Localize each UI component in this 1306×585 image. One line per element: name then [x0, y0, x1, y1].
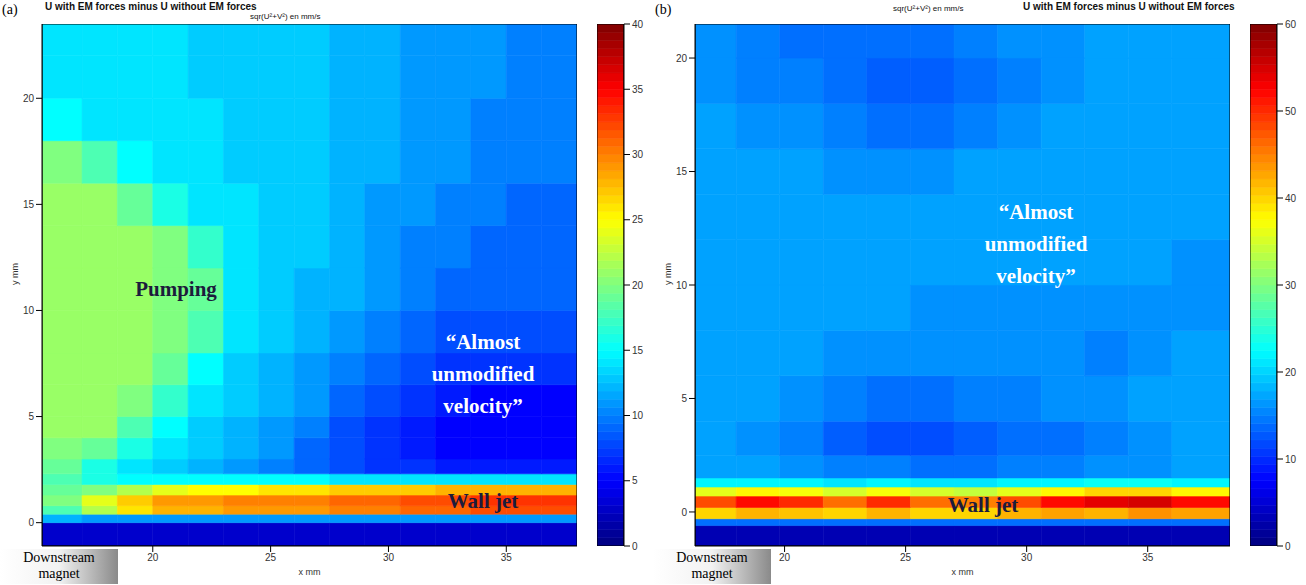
svg-text:0: 0: [632, 541, 638, 552]
svg-text:15: 15: [632, 345, 644, 356]
svg-text:35: 35: [1142, 552, 1154, 563]
html-text:sqr(U²+V²) en mm/s: sqr(U²+V²) en mm/s: [893, 4, 964, 13]
svg-text:35: 35: [632, 84, 644, 95]
svg-text:5: 5: [28, 411, 34, 422]
svg-text:0: 0: [681, 507, 687, 518]
html-text:U with EM forces minus U witho: U with EM forces minus U without EM forc…: [45, 1, 257, 12]
svg-text:5: 5: [681, 393, 687, 404]
svg-text:25: 25: [632, 214, 644, 225]
html-text:U with EM forces minus U witho: U with EM forces minus U without EM forc…: [1023, 1, 1235, 12]
html-text:velocity”: velocity”: [996, 264, 1076, 288]
svg-text:y mm: y mm: [10, 263, 20, 285]
svg-text:60: 60: [1285, 19, 1297, 30]
html-text:unmodified: unmodified: [984, 232, 1088, 256]
svg-text:40: 40: [632, 19, 644, 30]
html-text:Downstream: Downstream: [676, 550, 748, 565]
svg-text:x mm: x mm: [299, 567, 321, 577]
svg-text:0: 0: [28, 517, 34, 528]
html-text:velocity”: velocity”: [443, 394, 523, 418]
svg-text:10: 10: [632, 410, 644, 421]
svg-text:20: 20: [147, 552, 159, 563]
html-text:(b): (b): [655, 2, 672, 17]
html-text:Pumping: Pumping: [135, 277, 217, 301]
svg-text:20: 20: [23, 93, 35, 104]
html-text:(a): (a): [2, 2, 18, 17]
svg-text:20: 20: [1285, 367, 1297, 378]
svg-text:30: 30: [383, 552, 395, 563]
svg-text:0: 0: [1285, 541, 1291, 552]
svg-text:20: 20: [779, 552, 791, 563]
svg-text:50: 50: [1285, 106, 1297, 117]
html-text:magnet: magnet: [38, 566, 80, 581]
svg-text:x mm: x mm: [952, 567, 974, 577]
html-text:“Almost: “Almost: [998, 200, 1074, 224]
svg-text:40: 40: [1285, 193, 1297, 204]
html-text:unmodified: unmodified: [431, 362, 535, 386]
svg-text:10: 10: [1285, 454, 1297, 465]
html-text:magnet: magnet: [691, 566, 733, 581]
svg-text:15: 15: [23, 199, 35, 210]
html-text:“Almost: “Almost: [445, 330, 521, 354]
svg-text:10: 10: [23, 305, 35, 316]
svg-text:25: 25: [900, 552, 912, 563]
svg-text:15: 15: [676, 166, 688, 177]
html-text:Downstream: Downstream: [23, 550, 95, 565]
svg-text:30: 30: [632, 149, 644, 160]
html-text:Wall jet: Wall jet: [947, 493, 1019, 517]
html-text:Wall jet: Wall jet: [447, 489, 519, 513]
svg-text:30: 30: [1021, 552, 1033, 563]
svg-text:10: 10: [676, 280, 688, 291]
svg-text:20: 20: [676, 53, 688, 64]
svg-text:20: 20: [632, 280, 644, 291]
svg-text:30: 30: [1285, 280, 1297, 291]
svg-text:25: 25: [265, 552, 277, 563]
html-text:sqr(U²+V²) en mm/s: sqr(U²+V²) en mm/s: [250, 12, 321, 21]
svg-text:5: 5: [632, 475, 638, 486]
svg-text:35: 35: [501, 552, 513, 563]
svg-text:y mm: y mm: [663, 263, 673, 285]
